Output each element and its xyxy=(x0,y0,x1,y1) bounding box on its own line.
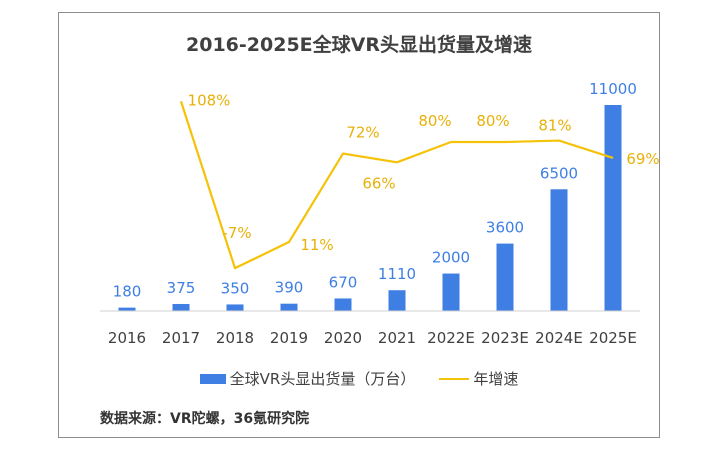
chart-title: 2016-2025E全球VR头显出货量及增速 xyxy=(186,34,532,56)
bar-label-2016: 180 xyxy=(113,283,142,301)
bar-2020 xyxy=(334,298,352,311)
x-tick-label-2025E: 2025E xyxy=(589,329,637,347)
growth-label-2023E: 80% xyxy=(476,112,509,130)
x-tick-label-2022E: 2022E xyxy=(427,329,475,347)
bar-2023E xyxy=(496,243,514,311)
bar-2019 xyxy=(280,303,298,311)
bar-2024E xyxy=(550,189,568,311)
bar-2017 xyxy=(172,303,190,311)
bar-label-2022E: 2000 xyxy=(432,249,470,267)
legend-label-shipments: 全球VR头显出货量（万台） xyxy=(229,370,416,388)
growth-label-2020: 72% xyxy=(346,124,379,142)
legend-item-shipments[interactable]: 全球VR头显出货量（万台） xyxy=(199,368,416,389)
growth-label-2017: 108% xyxy=(188,91,231,109)
growth-label-2018: -7% xyxy=(222,224,251,242)
legend-swatch-bar xyxy=(199,373,226,384)
x-tick-label-2020: 2020 xyxy=(324,329,362,347)
bar-2018 xyxy=(226,304,244,311)
x-tick-label-2023E: 2023E xyxy=(481,329,529,347)
growth-line xyxy=(179,101,614,270)
growth-label-2024E: 81% xyxy=(538,117,571,135)
source-note: 数据来源：VR陀螺，36氪研究院 xyxy=(100,411,310,427)
legend-item-growth[interactable]: 年增速 xyxy=(439,368,518,389)
x-tick-label-2021: 2021 xyxy=(378,329,416,347)
bar-label-2018: 350 xyxy=(221,279,250,297)
bar-label-2019: 390 xyxy=(275,279,304,297)
bar-2016 xyxy=(118,307,136,311)
bar-2025E xyxy=(604,105,622,311)
legend-label-growth: 年增速 xyxy=(473,370,519,388)
x-tick-label-2018: 2018 xyxy=(216,329,254,347)
bar-2021 xyxy=(388,290,406,311)
bar-label-2020: 670 xyxy=(329,273,358,291)
bar-label-2024E: 6500 xyxy=(540,164,578,182)
bar-label-2023E: 3600 xyxy=(486,219,524,237)
x-tick-label-2019: 2019 xyxy=(270,329,308,347)
growth-label-2019: 11% xyxy=(300,236,333,254)
bar-label-2025E: 11000 xyxy=(589,80,637,98)
bar-label-2021: 1110 xyxy=(378,265,416,283)
legend: 全球VR头显出货量（万台） 年增速 xyxy=(0,368,718,389)
legend-swatch-line xyxy=(439,377,470,380)
x-tick-label-2017: 2017 xyxy=(162,329,200,347)
x-tick-label-2016: 2016 xyxy=(108,329,146,347)
growth-label-2021: 66% xyxy=(362,174,395,192)
growth-label-2025E: 69% xyxy=(626,150,659,168)
bar-2022E xyxy=(442,273,460,311)
growth-label-2022E: 80% xyxy=(418,112,451,130)
x-tick-label-2024E: 2024E xyxy=(535,329,583,347)
bar-label-2017: 375 xyxy=(167,279,196,297)
